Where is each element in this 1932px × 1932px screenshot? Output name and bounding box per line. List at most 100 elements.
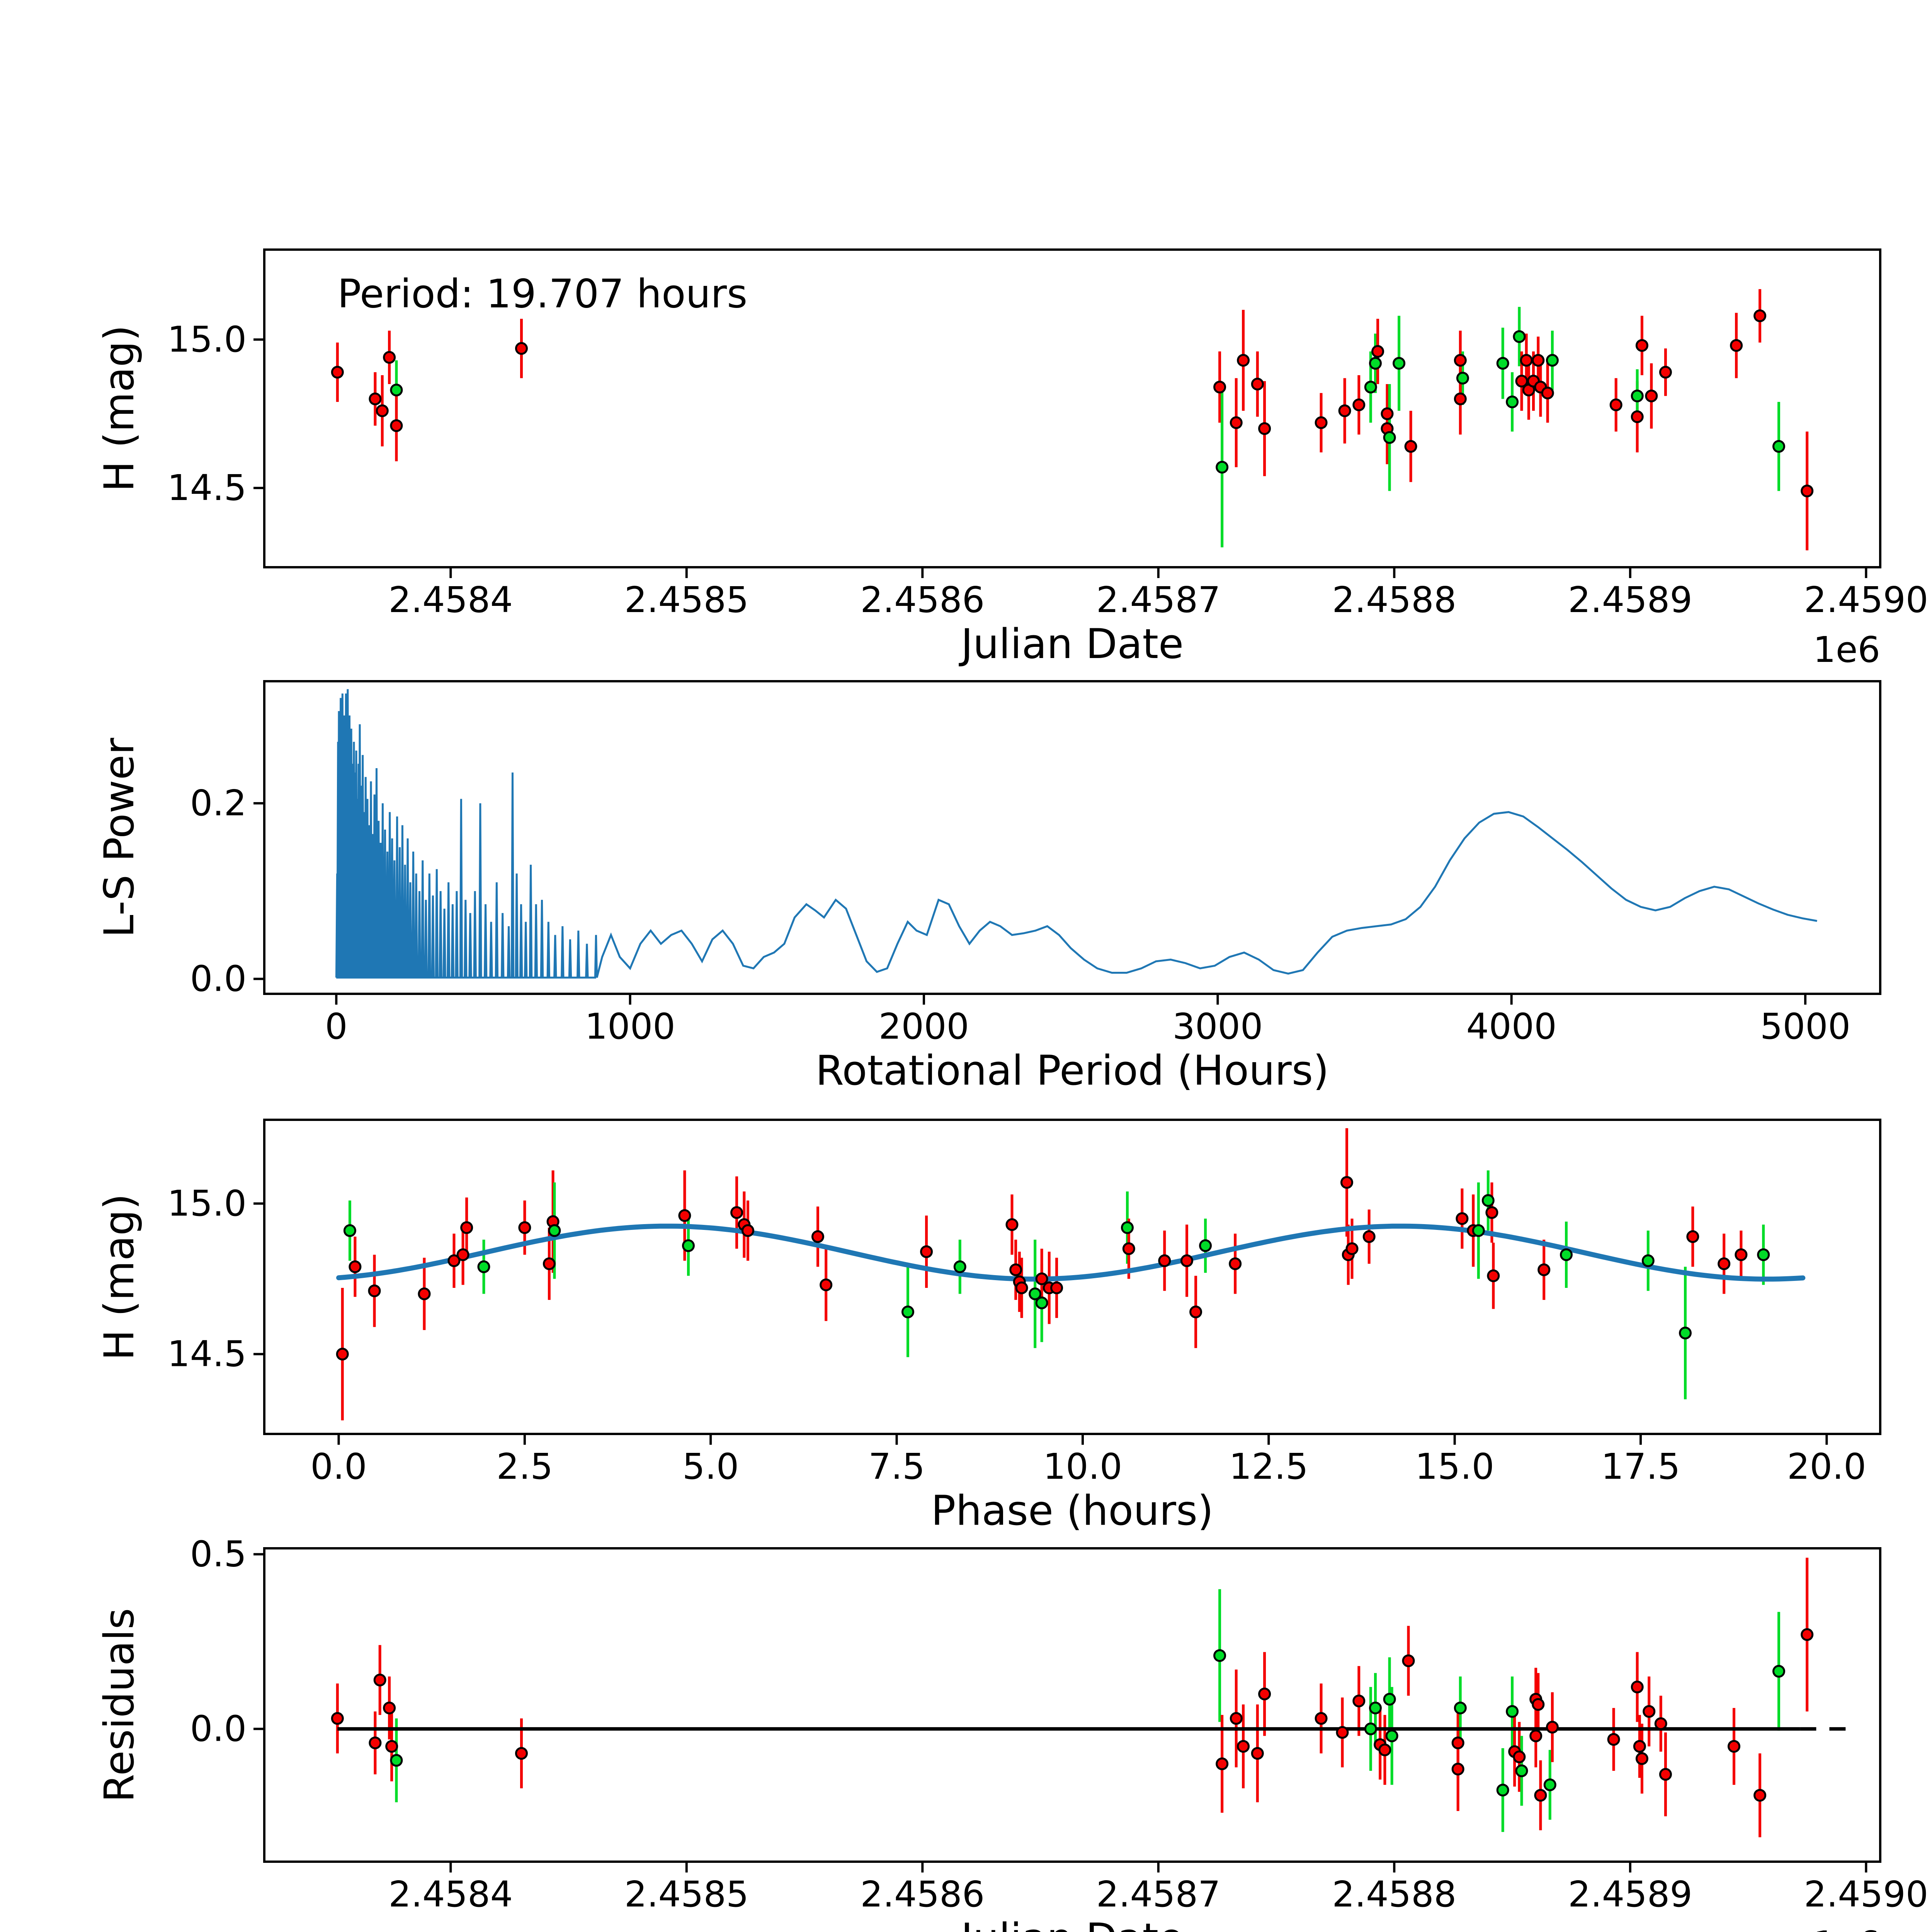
data-point-red [1189, 1305, 1202, 1318]
fit-curve [336, 1223, 1806, 1282]
data-point-red [543, 1257, 556, 1270]
data-point-red [1541, 386, 1554, 400]
x-tick-label: 2.5 [497, 1446, 553, 1487]
data-point-red [1454, 354, 1467, 367]
data-point-red [1251, 378, 1264, 391]
data-point-red [1338, 404, 1351, 417]
y-tick-label: 0.0 [190, 958, 247, 1000]
data-point-red [1487, 1269, 1500, 1282]
x-tick-label: 2.4588 [1332, 579, 1456, 621]
data-point-red [1643, 1705, 1656, 1718]
data-point-green [1515, 1764, 1528, 1777]
data-point-red [515, 1747, 528, 1760]
data-point-green [1456, 372, 1469, 385]
data-point-red [811, 1230, 824, 1243]
data-point-red [373, 1673, 386, 1687]
data-point-green [1393, 357, 1406, 370]
data-point-red [1451, 1736, 1464, 1750]
y-tick-label: 14.5 [167, 1333, 247, 1375]
data-point-red [456, 1248, 469, 1261]
data-point-red [1404, 440, 1417, 453]
data-point-red [1520, 354, 1533, 367]
data-point-green [1481, 1194, 1495, 1207]
data-point-red [331, 366, 344, 379]
data-point-green [953, 1260, 966, 1273]
y-axis-label: H (mag) [95, 1194, 143, 1361]
data-point-red [418, 1287, 431, 1300]
data-point-red [1659, 366, 1672, 379]
periodogram-curve [335, 689, 1817, 979]
data-point-green [1546, 354, 1559, 367]
axis-offset-label: 1e6 [1813, 1923, 1880, 1932]
data-point-green [1506, 395, 1519, 408]
x-axis-label: Phase (hours) [931, 1487, 1214, 1534]
data-point-red [1015, 1281, 1028, 1294]
data-point-green [1513, 330, 1526, 343]
data-point-red [1216, 1757, 1229, 1770]
axes-box [263, 248, 1881, 568]
data-point-red [1371, 345, 1384, 358]
x-tick-label: 2.4590 [1804, 1874, 1928, 1915]
data-point-red [820, 1278, 833, 1291]
data-point-green [1543, 1778, 1556, 1791]
data-point-red [368, 1284, 381, 1298]
data-point-red [1050, 1281, 1063, 1294]
data-point-red [1381, 407, 1394, 420]
period-annotation: Period: 19.707 hours [337, 271, 747, 317]
data-point-red [390, 419, 403, 432]
x-tick-label: 2.4590 [1804, 579, 1928, 621]
data-point-red [1718, 1257, 1731, 1270]
data-point-red [1213, 381, 1226, 394]
data-point-red [1258, 1687, 1271, 1701]
data-point-red [336, 1347, 349, 1361]
data-point-green [1772, 440, 1785, 453]
x-tick-label: 4000 [1466, 1006, 1557, 1047]
data-point-green [390, 1754, 403, 1767]
data-point-green [1772, 1665, 1785, 1678]
data-point-red [518, 1221, 531, 1234]
data-point-red [742, 1224, 754, 1237]
data-point-red [1609, 398, 1622, 412]
data-point-red [515, 342, 528, 355]
x-tick-label: 2.4589 [1568, 579, 1692, 621]
data-point-red [1645, 389, 1658, 403]
data-point-red [1635, 339, 1648, 352]
data-point-green [1560, 1248, 1573, 1261]
x-tick-label: 5.0 [682, 1446, 739, 1487]
data-point-red [1546, 1721, 1559, 1734]
data-point-red [730, 1206, 743, 1219]
y-tick-label: 14.5 [167, 467, 247, 509]
data-point-green [1631, 389, 1644, 403]
x-tick-label: 1000 [585, 1006, 675, 1047]
data-point-red [447, 1254, 461, 1267]
data-point-red [1753, 1789, 1767, 1802]
data-point-red [331, 1712, 344, 1725]
y-tick-label: 15.0 [167, 319, 247, 360]
data-point-red [1631, 410, 1644, 423]
data-point-green [1364, 1722, 1377, 1735]
data-point-red [383, 1701, 396, 1714]
data-point-red [1456, 1212, 1469, 1225]
data-point-green [477, 1260, 490, 1273]
x-tick-label: 2000 [879, 1006, 969, 1047]
axes-box [263, 680, 1881, 995]
data-point-green [1383, 431, 1396, 444]
data-point-red [1513, 1750, 1526, 1764]
data-point-red [1532, 354, 1545, 367]
data-point-red [1229, 1257, 1242, 1270]
data-point-green [682, 1239, 695, 1252]
data-point-red [1537, 1263, 1551, 1276]
data-point-red [1454, 392, 1467, 405]
data-point-green [1383, 1693, 1396, 1706]
subplot-phased-lightcurve: 0.0 2.5 5.0 7.5 10.0 12.5 15.0 17.5 20.0 15.0 14.5… [95, 1119, 1881, 1534]
data-point-red [1534, 1789, 1547, 1802]
data-point-red [1529, 1730, 1543, 1742]
x-tick-label: 0.0 [310, 1446, 367, 1487]
y-axis-label: L-S Power [95, 738, 143, 937]
y-axis-label: H (mag) [95, 325, 143, 492]
data-point-red [1801, 1628, 1814, 1641]
data-point-red [1532, 1698, 1545, 1711]
data-point-red [1352, 1694, 1366, 1708]
